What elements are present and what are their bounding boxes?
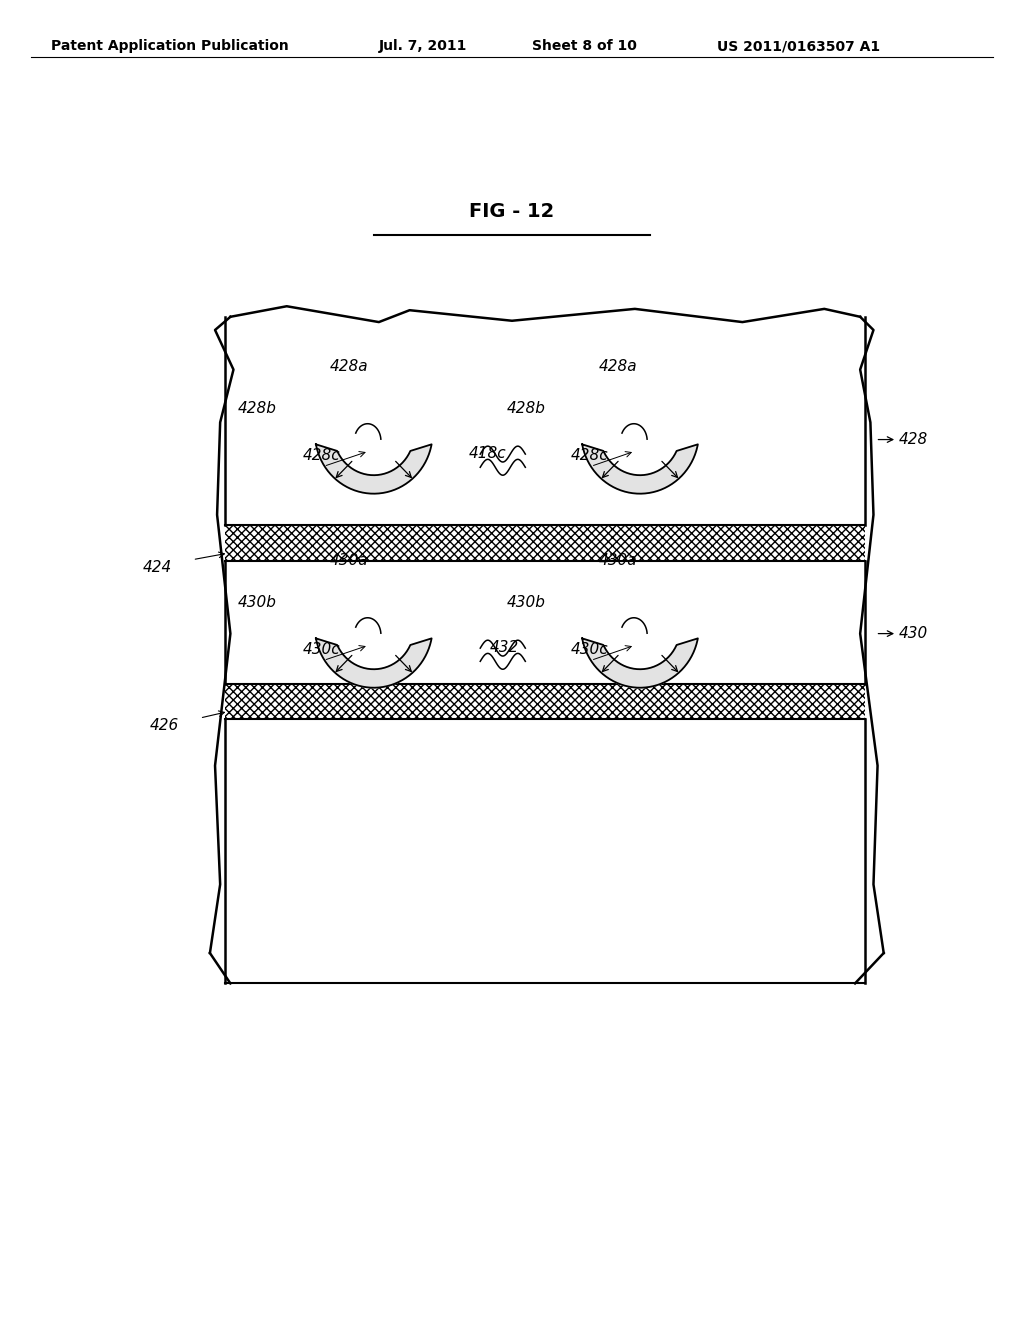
Polygon shape [583,639,697,688]
Polygon shape [583,639,697,688]
Text: 428a: 428a [330,359,369,374]
Text: 426: 426 [150,718,179,734]
Text: Sheet 8 of 10: Sheet 8 of 10 [532,40,637,53]
Text: 428a: 428a [599,359,638,374]
Text: 418c: 418c [469,446,507,461]
Text: Patent Application Publication: Patent Application Publication [51,40,289,53]
Text: 428b: 428b [238,401,276,416]
Bar [225,525,865,561]
Text: FIG - 12: FIG - 12 [469,202,555,220]
Text: 428c: 428c [303,449,341,463]
Text: 428: 428 [899,432,929,447]
Text: 432: 432 [489,640,519,655]
Polygon shape [316,639,431,688]
Polygon shape [583,445,697,494]
Text: 430c: 430c [303,643,341,657]
Polygon shape [316,445,431,494]
Text: 430a: 430a [599,553,638,568]
Text: 430a: 430a [330,553,369,568]
Text: 424: 424 [142,560,172,576]
Bar [225,684,865,719]
Text: 430: 430 [899,626,929,642]
Text: US 2011/0163507 A1: US 2011/0163507 A1 [717,40,880,53]
Polygon shape [316,639,431,688]
Text: 430b: 430b [238,595,276,610]
Text: 428b: 428b [507,401,546,416]
Text: 430c: 430c [570,643,608,657]
Text: Jul. 7, 2011: Jul. 7, 2011 [379,40,467,53]
Text: 428c: 428c [570,449,608,463]
Polygon shape [583,445,697,494]
Text: 430b: 430b [507,595,546,610]
Polygon shape [316,445,431,494]
